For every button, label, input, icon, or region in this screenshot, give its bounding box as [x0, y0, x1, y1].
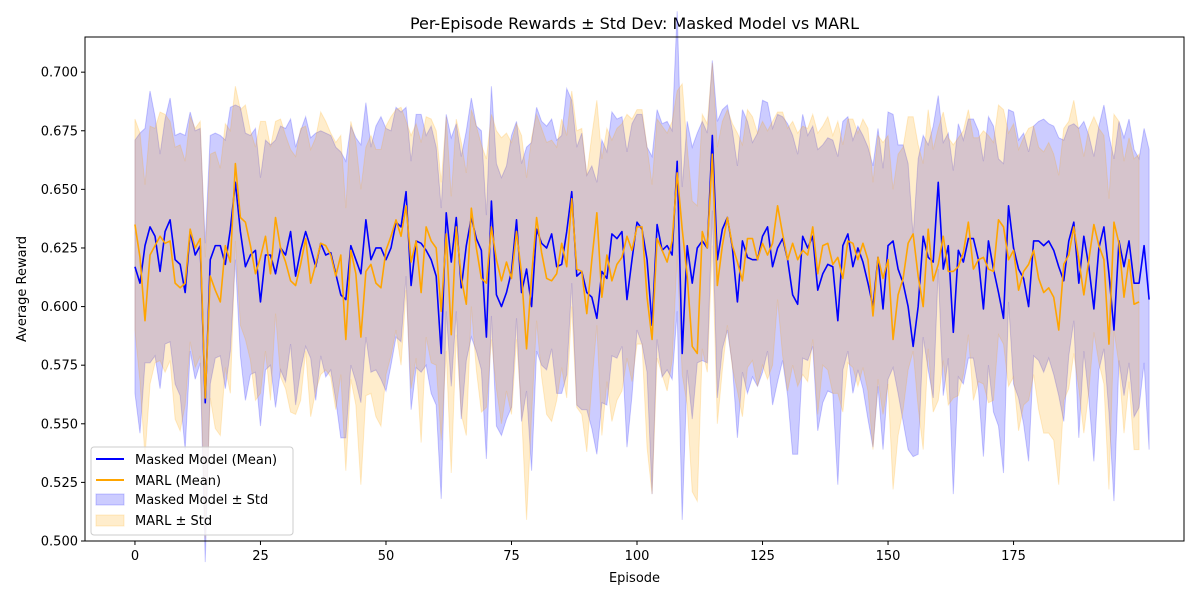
x-tick-label: 0 [131, 549, 139, 564]
y-tick-label: 0.625 [41, 241, 78, 256]
x-tick-label: 150 [876, 549, 901, 564]
x-tick-label: 125 [750, 549, 775, 564]
y-tick-label: 0.600 [41, 300, 78, 315]
std-bands [134, 11, 1150, 563]
legend-box [90, 446, 294, 536]
legend: Masked Model (Mean) MARL (Mean) Masked M… [90, 446, 294, 536]
plot-frame [84, 36, 1185, 542]
x-tick-label: 50 [378, 549, 395, 564]
legend-label-masked-std: Masked Model ± Std [135, 493, 268, 508]
legend-swatch-masked-std [95, 493, 125, 506]
legend-label-marl-std: MARL ± Std [135, 514, 212, 529]
y-tick-label: 0.675 [41, 124, 78, 139]
legend-label-marl-mean: MARL (Mean) [135, 474, 221, 489]
x-tick-label: 175 [1001, 549, 1026, 564]
mean-line-series-1 [134, 153, 1140, 399]
x-axis: 0 25 50 75 100 125 150 175 [131, 541, 1026, 564]
std-band-series-1 [134, 62, 1140, 539]
y-tick-label: 0.575 [41, 359, 78, 374]
x-tick-label: 75 [503, 549, 520, 564]
y-tick-label: 0.500 [41, 535, 78, 550]
y-axis-label: Average Reward [15, 236, 30, 342]
y-tick-label: 0.550 [41, 417, 78, 432]
std-band-series-0 [134, 11, 1150, 563]
x-axis-label: Episode [609, 571, 660, 586]
y-tick-label: 0.525 [41, 476, 78, 491]
y-axis: 0.500 0.525 0.550 0.575 0.600 0.625 0.650 0.675… [41, 66, 85, 550]
legend-swatch-marl-std [95, 514, 125, 527]
y-tick-label: 0.700 [41, 66, 78, 81]
mean-lines [134, 134, 1150, 404]
chart-title: Per-Episode Rewards ± Std Dev: Masked Mo… [410, 14, 859, 33]
y-tick-label: 0.650 [41, 183, 78, 198]
legend-label-masked-mean: Masked Model (Mean) [135, 453, 277, 468]
x-tick-label: 25 [252, 549, 269, 564]
x-tick-label: 100 [625, 549, 650, 564]
